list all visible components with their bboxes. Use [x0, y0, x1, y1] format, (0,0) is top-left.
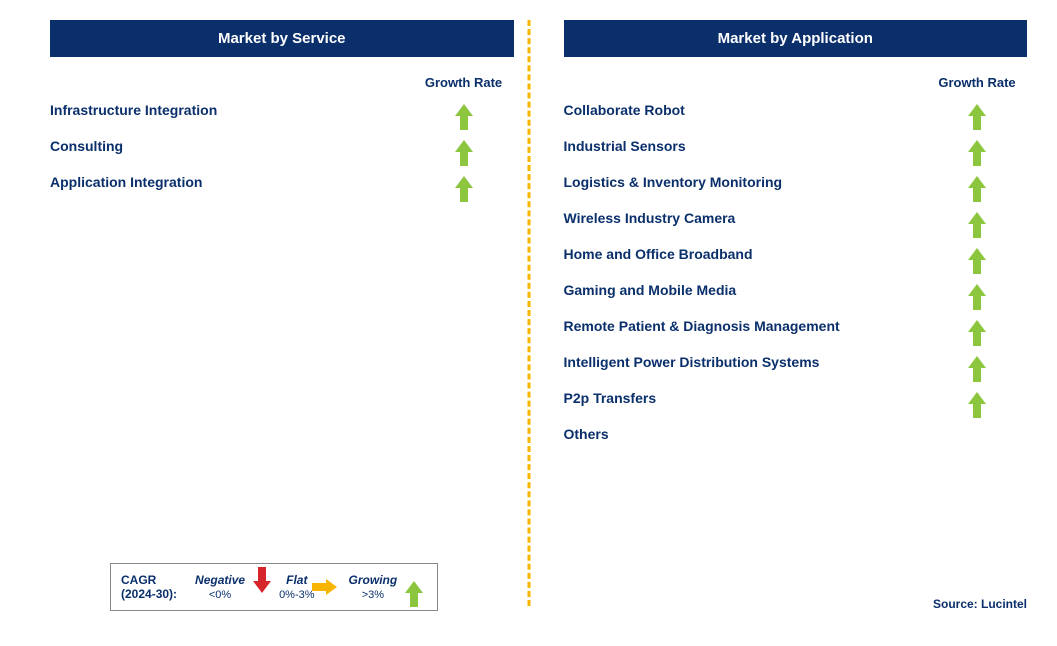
list-item: Gaming and Mobile Media — [564, 282, 1028, 298]
growth-arrow-up-icon — [927, 356, 1027, 368]
legend-segment: Growing >3% — [349, 573, 398, 601]
growth-arrow-up-icon — [927, 320, 1027, 332]
list-item: Remote Patient & Diagnosis Management — [564, 318, 1028, 334]
item-label: Remote Patient & Diagnosis Management — [564, 318, 928, 334]
item-label: Wireless Industry Camera — [564, 210, 928, 226]
legend-box: CAGR (2024-30): Negative <0% Flat 0%-3% Grow… — [110, 563, 438, 611]
item-label: Infrastructure Integration — [50, 102, 414, 118]
right-col-header-row: Growth Rate — [564, 75, 1028, 90]
item-label: P2p Transfers — [564, 390, 928, 406]
legend-seg-bottom: <0% — [209, 589, 231, 601]
legend-seg-bottom: 0%-3% — [279, 589, 314, 601]
growth-arrow-up-icon — [927, 212, 1027, 224]
growth-arrow-up-icon — [927, 104, 1027, 116]
legend-seg-top: Flat — [286, 573, 307, 587]
item-label: Gaming and Mobile Media — [564, 282, 928, 298]
infographic-container: Market by Service Growth Rate Infrastruc… — [0, 0, 1057, 646]
item-label: Consulting — [50, 138, 414, 154]
item-label: Industrial Sensors — [564, 138, 928, 154]
list-item: Logistics & Inventory Monitoring — [564, 174, 1028, 190]
list-item: Application Integration — [50, 174, 514, 190]
legend-seg-bottom: >3% — [362, 589, 384, 601]
legend-prefix: CAGR (2024-30): — [121, 573, 177, 602]
list-item: Wireless Industry Camera — [564, 210, 1028, 226]
legend-segment: Flat 0%-3% — [279, 573, 314, 601]
left-panel: Market by Service Growth Rate Infrastruc… — [50, 20, 539, 626]
list-item: Infrastructure Integration — [50, 102, 514, 118]
growth-arrow-up-icon — [927, 284, 1027, 296]
right-panel-title: Market by Application — [564, 20, 1028, 57]
right-items-list: Collaborate Robot Industrial Sensors Logis… — [564, 102, 1028, 462]
growth-arrow-up-icon — [414, 140, 514, 152]
item-label: Logistics & Inventory Monitoring — [564, 174, 928, 190]
growth-arrow-up-icon — [414, 104, 514, 116]
list-item: Industrial Sensors — [564, 138, 1028, 154]
list-item: P2p Transfers — [564, 390, 1028, 406]
legend-arrow-right-icon — [319, 570, 345, 604]
growth-arrow-up-icon — [414, 176, 514, 188]
item-label: Collaborate Robot — [564, 102, 928, 118]
list-item: Consulting — [50, 138, 514, 154]
list-item: Others — [564, 426, 1028, 442]
source-label: Source: Lucintel — [933, 597, 1027, 611]
left-panel-title: Market by Service — [50, 20, 514, 57]
growth-arrow-up-icon — [927, 140, 1027, 152]
legend-seg-top: Negative — [195, 573, 245, 587]
list-item: Intelligent Power Distribution Systems — [564, 354, 1028, 370]
right-growth-header: Growth Rate — [927, 75, 1027, 90]
left-col-header-row: Growth Rate — [50, 75, 514, 90]
legend-seg-top: Growing — [349, 573, 398, 587]
legend-arrow-down-icon — [249, 570, 275, 604]
list-item: Collaborate Robot — [564, 102, 1028, 118]
legend-segments: Negative <0% Flat 0%-3% Growing >3% — [191, 570, 427, 604]
item-label: Others — [564, 426, 928, 442]
item-label: Intelligent Power Distribution Systems — [564, 354, 928, 370]
legend-prefix-line2: (2024-30): — [121, 587, 177, 601]
list-item: Home and Office Broadband — [564, 246, 1028, 262]
item-label: Home and Office Broadband — [564, 246, 928, 262]
right-panel: Market by Application Growth Rate Collab… — [539, 20, 1028, 626]
growth-arrow-up-icon — [927, 176, 1027, 188]
vertical-divider — [527, 20, 530, 606]
legend-arrow-up-icon — [401, 570, 427, 604]
left-items-list: Infrastructure Integration Consulting Appl… — [50, 102, 514, 210]
legend-prefix-line1: CAGR — [121, 573, 177, 587]
legend-segment: Negative <0% — [195, 573, 245, 601]
item-label: Application Integration — [50, 174, 414, 190]
left-growth-header: Growth Rate — [414, 75, 514, 90]
growth-arrow-up-icon — [927, 248, 1027, 260]
growth-arrow-up-icon — [927, 392, 1027, 404]
